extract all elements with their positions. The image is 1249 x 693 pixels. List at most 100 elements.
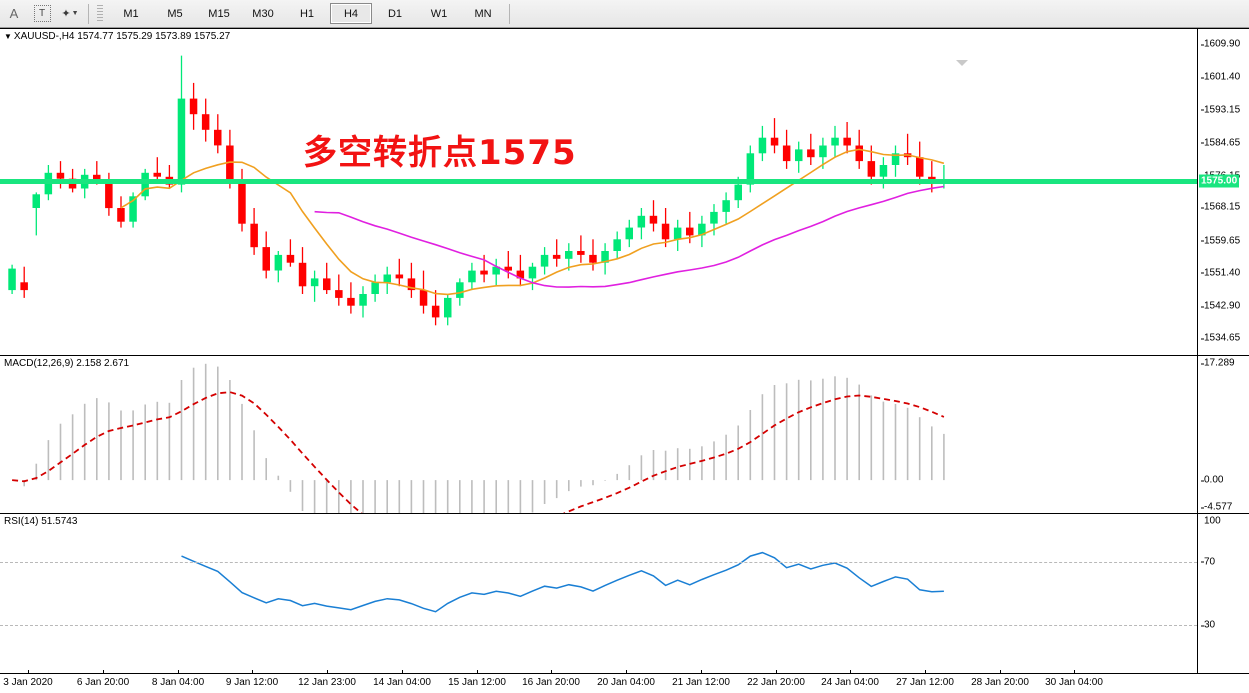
time-axis-label: 9 Jan 12:00 — [225, 677, 279, 688]
time-axis-tick — [178, 670, 179, 674]
rsi-y-label: 100 — [1204, 515, 1221, 527]
main-toolbar: A T ✦ ▼ M1 M5 M15 M30 H1 H4 D1 W1 MN — [0, 0, 1249, 28]
price-y-label: 1568.15 — [1201, 202, 1240, 213]
time-axis-label: 3 Jan 2020 — [3, 677, 53, 688]
price-y-label: 1551.40 — [1201, 267, 1240, 278]
time-axis-label: 22 Jan 20:00 — [747, 677, 805, 688]
label-tool-button[interactable]: T — [29, 3, 55, 25]
price-plot-area[interactable] — [0, 29, 1197, 355]
price-y-tick — [1201, 240, 1204, 242]
time-axis-tick — [776, 670, 777, 674]
macd-axis-line — [1197, 356, 1198, 513]
macd-y-label: 17.289 — [1201, 358, 1235, 369]
timeframe-m30[interactable]: M30 — [252, 7, 274, 20]
time-axis-label: 15 Jan 12:00 — [448, 677, 506, 688]
rsi-pane[interactable]: RSI(14) 51.5743 100 70 30 — [0, 513, 1249, 673]
macd-y-tick — [1201, 480, 1204, 482]
time-axis-tick — [477, 670, 478, 674]
chart-annotation-text: 多空转折点1575 — [303, 133, 577, 173]
time-axis-label: 6 Jan 20:00 — [76, 677, 130, 688]
time-axis-tick — [402, 670, 403, 674]
time-axis[interactable]: 3 Jan 2020 6 Jan 20:00 8 Jan 04:00 9 Jan 12… — [0, 670, 1249, 693]
price-y-tick — [1201, 109, 1204, 111]
macd-y-label: -4.577 — [1201, 502, 1232, 513]
rsi-y-label: 30 — [1201, 620, 1215, 631]
time-axis-tick — [1074, 670, 1075, 674]
rsi-axis-line — [1197, 514, 1198, 673]
time-axis-label: 16 Jan 20:00 — [522, 677, 580, 688]
price-axis-labels: 1609.901601.401593.151584.651576.151568.… — [1200, 29, 1249, 355]
price-y-tick — [1201, 272, 1204, 274]
chevron-down-icon-chart[interactable] — [956, 60, 968, 66]
price-axis-line — [1197, 29, 1198, 355]
price-y-tick — [1201, 207, 1204, 209]
label-tool-icon: T — [33, 5, 51, 22]
timeframe-m1[interactable]: M1 — [123, 7, 139, 20]
drawing-tools-icon: ✦ — [61, 8, 71, 20]
price-y-tick — [1201, 44, 1204, 46]
timeframe-mn[interactable]: MN — [474, 7, 492, 20]
time-axis-label: 14 Jan 04:00 — [373, 677, 431, 688]
price-y-tick — [1201, 306, 1204, 308]
timeframe-d1[interactable]: D1 — [387, 7, 403, 20]
price-y-label: 1584.65 — [1201, 137, 1240, 148]
price-y-label: 1542.90 — [1201, 301, 1240, 312]
timeframe-m15[interactable]: M15 — [208, 7, 230, 20]
rsi-pane-header: RSI(14) 51.5743 — [4, 516, 78, 527]
collapse-icon[interactable]: ▼ — [4, 32, 12, 41]
price-chart-pane[interactable]: ▼ XAUUSD-,H4 1574.77 1575.29 1573.89 1575… — [0, 28, 1249, 355]
drawing-tools-button[interactable]: ✦ ▼ — [57, 3, 83, 25]
time-axis-tick — [327, 670, 328, 674]
price-y-label: 1593.15 — [1201, 104, 1240, 115]
price-candles-svg — [8, 55, 948, 326]
text-tool-icon[interactable]: A — [9, 6, 19, 21]
price-y-label: 1601.40 — [1201, 72, 1240, 83]
time-axis-label: 28 Jan 20:00 — [971, 677, 1029, 688]
current-price-tag: 1575.00 — [1199, 174, 1240, 188]
rsi-svg — [181, 551, 944, 613]
time-axis-label: 20 Jan 04:00 — [597, 677, 655, 688]
macd-axis-labels: 17.289 0.00 -4.577 — [1200, 356, 1249, 513]
time-axis-tick — [103, 670, 104, 674]
toolbar-divider — [88, 3, 89, 24]
time-axis-label: 21 Jan 12:00 — [672, 677, 730, 688]
time-axis-tick — [1000, 670, 1001, 674]
price-pane-header: ▼ XAUUSD-,H4 1574.77 1575.29 1573.89 1575… — [4, 31, 230, 42]
macd-plot-area[interactable] — [0, 356, 1197, 513]
time-axis-tick — [850, 670, 851, 674]
toolbar-divider-2 — [509, 3, 510, 24]
time-axis-label: 30 Jan 04:00 — [1045, 677, 1103, 688]
rsi-axis-labels: 100 70 30 — [1200, 514, 1249, 673]
rsi-level-70 — [0, 561, 1197, 563]
toolbar-grip[interactable] — [97, 4, 103, 23]
macd-pane[interactable]: MACD(12,26,9) 2.158 2.671 17.289 0.00 -4.5… — [0, 355, 1249, 513]
chevron-down-icon: ▼ — [71, 10, 79, 17]
timeframe-w1[interactable]: W1 — [430, 7, 448, 20]
time-axis-tick — [626, 670, 627, 674]
price-y-tick — [1201, 77, 1204, 79]
time-axis-label: 8 Jan 04:00 — [151, 677, 205, 688]
rsi-plot-area[interactable] — [0, 514, 1197, 673]
timeframe-m5[interactable]: M5 — [167, 7, 183, 20]
time-axis-tick — [701, 670, 702, 674]
price-y-label: 1609.90 — [1201, 39, 1240, 50]
support-line-1575[interactable] — [0, 178, 1197, 184]
price-y-label: 1534.65 — [1201, 333, 1240, 344]
price-y-tick — [1201, 338, 1204, 340]
macd-pane-header: MACD(12,26,9) 2.158 2.671 — [4, 358, 130, 369]
time-axis-tick — [925, 670, 926, 674]
rsi-y-label: 70 — [1201, 556, 1215, 567]
time-axis-tick — [252, 670, 253, 674]
rsi-y-tick — [1201, 625, 1204, 627]
time-axis-tick — [28, 670, 29, 674]
time-axis-label: 27 Jan 12:00 — [896, 677, 954, 688]
macd-y-tick — [1201, 363, 1204, 364]
macd-svg — [12, 363, 945, 513]
time-axis-label: 24 Jan 04:00 — [821, 677, 879, 688]
timeframe-h1[interactable]: H1 — [299, 7, 315, 20]
symbol-ohlc-label: XAUUSD-,H4 1574.77 1575.29 1573.89 1575.… — [13, 31, 231, 42]
macd-y-label: 0.00 — [1201, 475, 1223, 486]
time-axis-label: 12 Jan 23:00 — [298, 677, 356, 688]
timeframe-h4[interactable]: H4 — [330, 3, 372, 24]
rsi-y-tick — [1201, 561, 1204, 563]
